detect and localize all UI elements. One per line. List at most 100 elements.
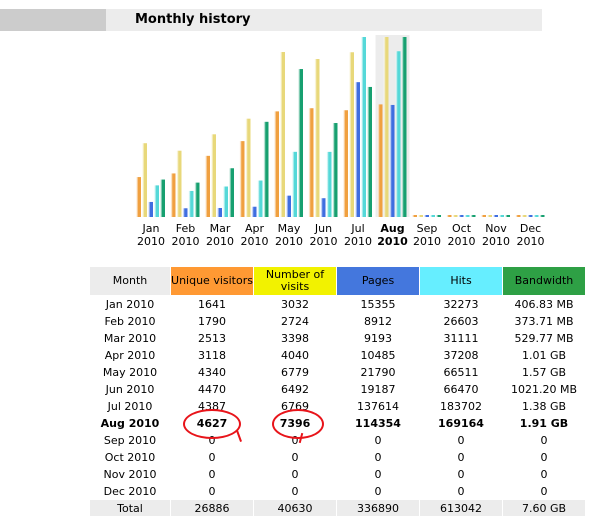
- x-axis-label: Nov 2010: [482, 222, 510, 248]
- cell-unique-visitors: 1641: [198, 297, 226, 311]
- cell-bandwidth: 1.38 GB: [521, 399, 567, 413]
- header-pages: Pages: [337, 267, 419, 295]
- cell-unique-visitors: 4627: [196, 416, 228, 430]
- header-unique-visitors: Unique visitors: [171, 267, 253, 295]
- table-row: Jul 2010 4387 6769 137614 183702 1.38 GB: [90, 398, 585, 414]
- bar-number-of-visits: [245, 118, 251, 217]
- bar-number-of-visits: [349, 52, 354, 218]
- cell-pages: 9193: [364, 331, 392, 345]
- table-row: May 2010 4340 6779 21790 66511 1.57 GB: [90, 364, 585, 380]
- cell-hits: 183702: [440, 399, 482, 413]
- x-axis-label: Sep 2010: [413, 222, 441, 248]
- bar-bandwidth: [470, 215, 476, 217]
- bar-hits: [223, 186, 228, 217]
- bar-number-of-visits: [521, 215, 527, 217]
- cell-unique-visitors: 0: [208, 467, 216, 481]
- cell-unique-visitors: 2513: [198, 331, 226, 345]
- bar-pages: [251, 206, 257, 217]
- monthly-history-table: Month Unique visitors Number of visits P…: [89, 266, 586, 517]
- cell-bandwidth: 1.57 GB: [521, 365, 567, 379]
- cell-pages: 0: [374, 467, 382, 481]
- bar-pages: [493, 215, 498, 217]
- header-number-of-visits: Number of visits: [254, 267, 336, 295]
- bar-number-of-visits: [314, 59, 320, 217]
- table-row: Dec 2010 0 0 0 0 0: [90, 483, 585, 499]
- x-axis-label: Jul 2010: [344, 222, 372, 248]
- bar-unique-visitors: [308, 108, 314, 217]
- total-unique-visitors: 26886: [171, 500, 253, 516]
- cell-pages: 10485: [360, 348, 396, 362]
- bar-pages: [217, 207, 222, 217]
- cell-month: Jul 2010: [107, 399, 153, 413]
- bar-bandwidth: [332, 123, 338, 217]
- cell-month: Mar 2010: [103, 331, 157, 345]
- cell-unique-visitors: 0: [208, 484, 216, 498]
- cell-bandwidth: 1.01 GB: [521, 348, 567, 362]
- bar-number-of-visits: [280, 52, 285, 218]
- bar-bandwidth: [263, 121, 269, 217]
- bar-bandwidth: [298, 69, 303, 217]
- cell-month: May 2010: [102, 365, 158, 379]
- total-bandwidth: 7.60 GB: [503, 500, 585, 516]
- bar-number-of-visits: [142, 143, 147, 217]
- cell-number-of-visits: 2724: [281, 314, 309, 328]
- cell-unique-visitors: 4387: [198, 399, 226, 413]
- bar-hits: [188, 190, 194, 217]
- bar-unique-visitors: [274, 111, 279, 217]
- cell-unique-visitors: 4340: [198, 365, 226, 379]
- x-axis-label: Apr 2010: [240, 222, 269, 248]
- cell-unique-visitors: 4470: [198, 382, 226, 396]
- bar-pages: [527, 215, 533, 217]
- table-row: Aug 2010 4627 7396 114354 169164 1.91 GB: [90, 415, 585, 431]
- total-pages: 336890: [337, 500, 419, 516]
- cell-pages: 0: [374, 450, 382, 464]
- section-header-tab: [106, 9, 542, 31]
- cell-hits: 32273: [443, 297, 479, 311]
- header-month: Month: [90, 267, 170, 295]
- cell-number-of-visits: 6769: [281, 399, 309, 413]
- cell-pages: 0: [374, 433, 382, 447]
- cell-bandwidth: 0: [540, 433, 548, 447]
- bar-hits: [395, 51, 401, 217]
- table-row: Mar 2010 2513 3398 9193 31111 529.77 MB: [90, 330, 585, 346]
- cell-number-of-visits: 6492: [281, 382, 309, 396]
- bar-pages: [286, 195, 291, 217]
- x-axis-label: Feb 2010: [171, 222, 200, 248]
- cell-pages: 0: [374, 484, 382, 498]
- bar-hits: [499, 215, 504, 217]
- bar-unique-visitors: [377, 104, 383, 217]
- cell-unique-visitors: 1790: [198, 314, 226, 328]
- table-total-row: Total 26886 40630 336890 613042 7.60 GB: [90, 500, 585, 516]
- bar-unique-visitors: [481, 215, 486, 217]
- bar-bandwidth: [436, 215, 441, 217]
- cell-pages: 15355: [360, 297, 396, 311]
- cell-number-of-visits: 0: [291, 467, 299, 481]
- cell-bandwidth: 529.77 MB: [514, 331, 574, 345]
- cell-pages: 19187: [360, 382, 396, 396]
- table-row: Oct 2010 0 0 0 0 0: [90, 449, 585, 465]
- cell-pages: 21790: [360, 365, 396, 379]
- cell-unique-visitors: 3118: [198, 348, 226, 362]
- bar-hits: [257, 180, 263, 217]
- bar-unique-visitors: [446, 215, 452, 217]
- table-row: Apr 2010 3118 4040 10485 37208 1.01 GB: [90, 347, 585, 363]
- cell-hits: 31111: [443, 331, 479, 345]
- cell-month: Sep 2010: [103, 433, 157, 447]
- bar-unique-visitors: [205, 155, 210, 217]
- monthly-history-chart: [136, 35, 545, 218]
- bar-pages: [389, 104, 395, 217]
- cell-month: Jun 2010: [105, 382, 155, 396]
- section-header: Monthly history: [0, 9, 542, 31]
- x-axis-label: Dec 2010: [516, 222, 545, 248]
- header-hits: Hits: [420, 267, 502, 295]
- table-row: Nov 2010 0 0 0 0 0: [90, 466, 585, 482]
- bar-unique-visitors: [515, 215, 521, 217]
- bar-bandwidth: [539, 215, 545, 217]
- bar-hits: [464, 215, 470, 217]
- cell-bandwidth: 0: [540, 484, 548, 498]
- cell-hits: 0: [457, 467, 465, 481]
- cell-bandwidth: 1021.20 MB: [510, 382, 578, 396]
- bar-hits: [154, 185, 159, 217]
- cell-month: Feb 2010: [104, 314, 156, 328]
- cell-bandwidth: 0: [540, 450, 548, 464]
